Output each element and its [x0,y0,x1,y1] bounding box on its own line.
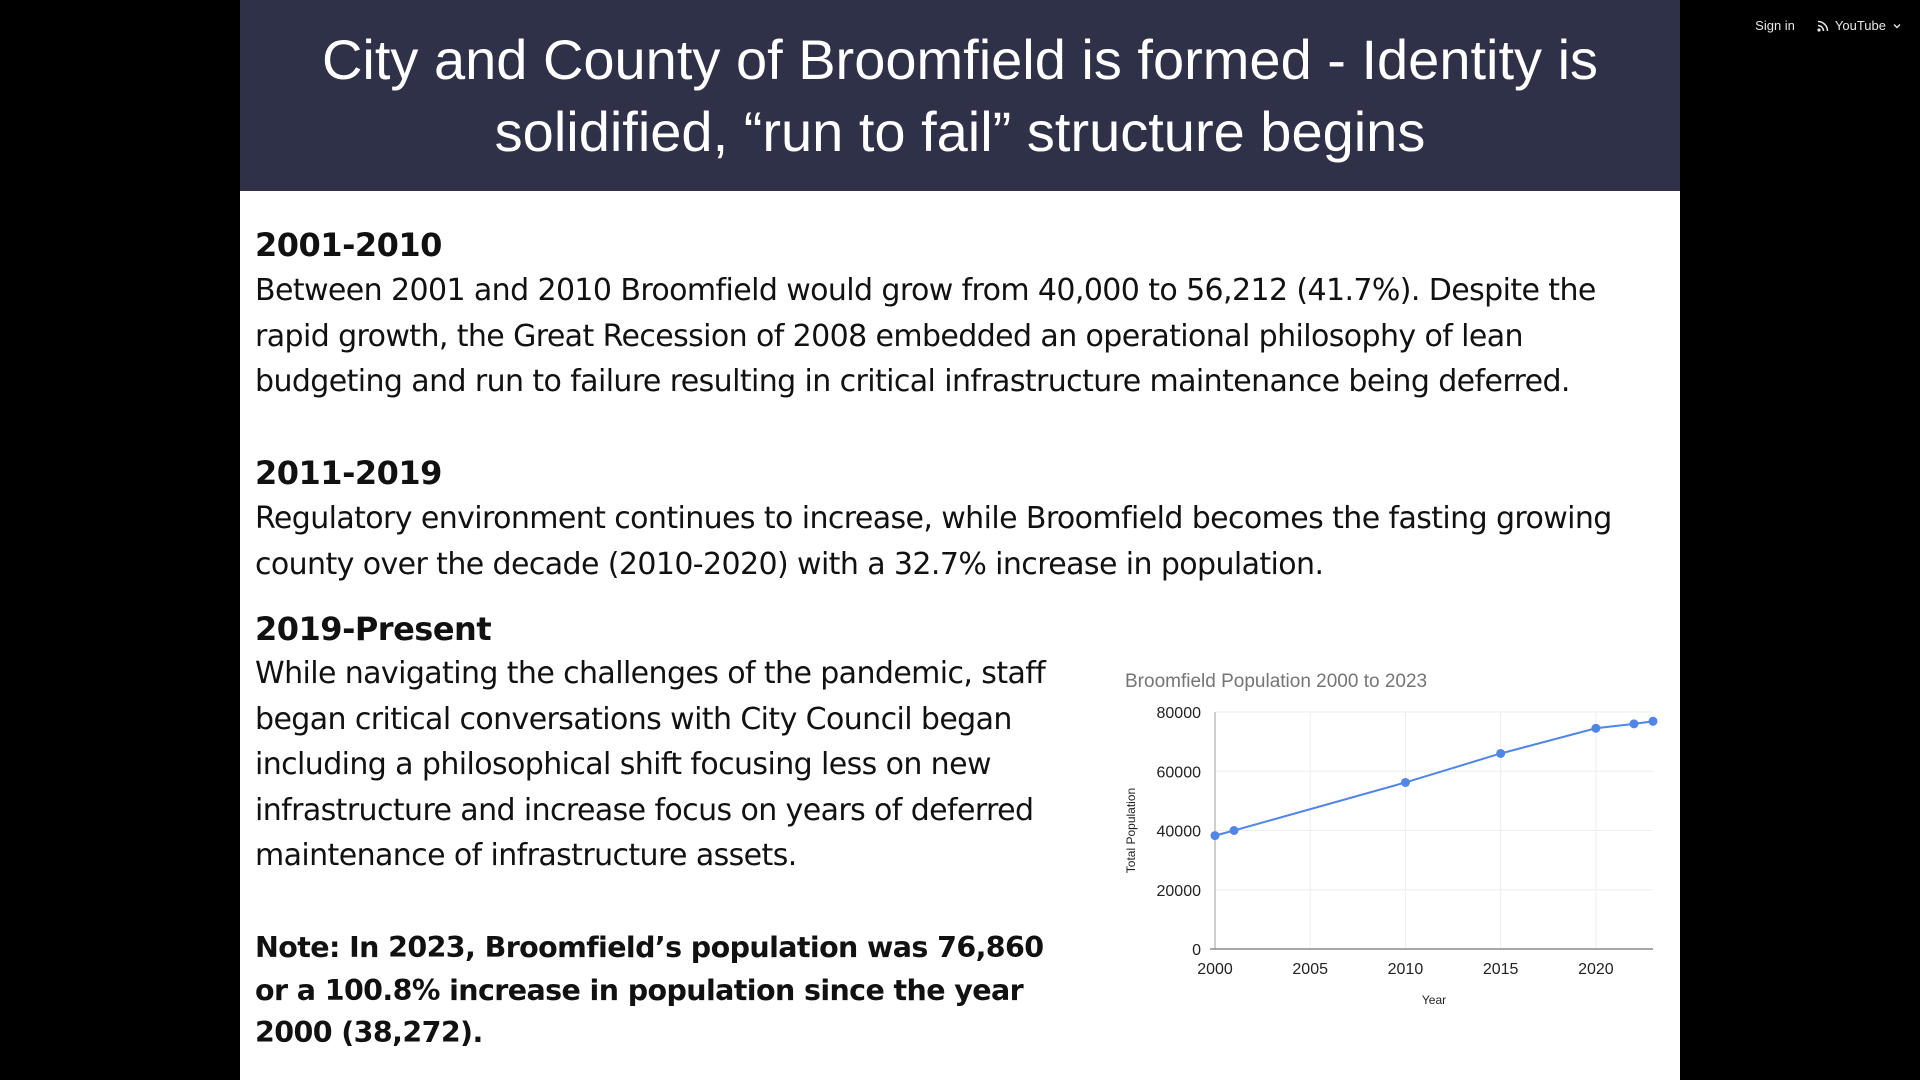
section-body-2019-present: While navigating the challenges of the p… [255,656,1046,873]
data-point [1400,777,1410,787]
x-tick-label: 2015 [1483,961,1519,978]
x-tick-label: 2000 [1197,961,1233,978]
chart-tick-labels: 0 20000 40000 60000 80000 2000 2005 2010 2015 202… [1157,705,1614,978]
chart-axes [1210,712,1653,950]
data-point [1496,748,1506,758]
population-line-chart: Broomfield Population 2000 to 2023 Total… [1124,671,1658,1007]
data-point [1591,723,1601,733]
channel-label: YouTube [1834,18,1886,33]
section-heading-2011-2019: 2011-2019 [255,454,442,492]
data-point [1210,831,1220,841]
population-chart: Broomfield Population 2000 to 2023 Total… [1080,660,1670,1020]
section-body-2011-2019: Regulatory environment continues to incr… [255,501,1612,582]
section-heading-2001-2010: 2001-2010 [255,226,442,264]
chart-title: Broomfield Population 2000 to 2023 [1125,671,1427,692]
channel-menu[interactable]: YouTube [1817,18,1902,33]
chevron-down-icon [1893,23,1901,28]
y-tick-label: 20000 [1157,883,1202,900]
section-body-2001-2010: Between 2001 and 2010 Broomfield would g… [255,273,1596,399]
x-tick-label: 2010 [1388,961,1424,978]
chart-y-axis-label: Total Population [1124,788,1138,873]
y-tick-label: 60000 [1157,764,1202,781]
sign-in-link[interactable]: Sign in [1755,18,1795,33]
section-heading-2019-present: 2019-Present [255,610,492,648]
y-tick-label: 80000 [1157,705,1202,722]
data-point [1629,719,1639,729]
slide-title-bar: City and County of Broomfield is formed … [240,0,1680,191]
presentation-slide: City and County of Broomfield is formed … [240,0,1680,1080]
data-point [1229,826,1239,835]
y-tick-label: 0 [1192,942,1201,959]
chart-grid [1215,711,1653,949]
population-note: Note: In 2023, Broomfield’s population w… [255,931,1044,1049]
player-top-controls: Sign in YouTube [1755,18,1902,33]
broadcast-icon [1817,20,1829,32]
data-point [1648,716,1658,726]
chart-series [1210,716,1658,841]
y-tick-label: 40000 [1157,824,1202,841]
slide-title: City and County of Broomfield is formed … [321,27,1599,163]
x-tick-label: 2020 [1578,961,1614,978]
x-tick-label: 2005 [1292,961,1328,978]
population-line [1214,720,1654,837]
chart-x-axis-label: Year [1422,993,1446,1007]
